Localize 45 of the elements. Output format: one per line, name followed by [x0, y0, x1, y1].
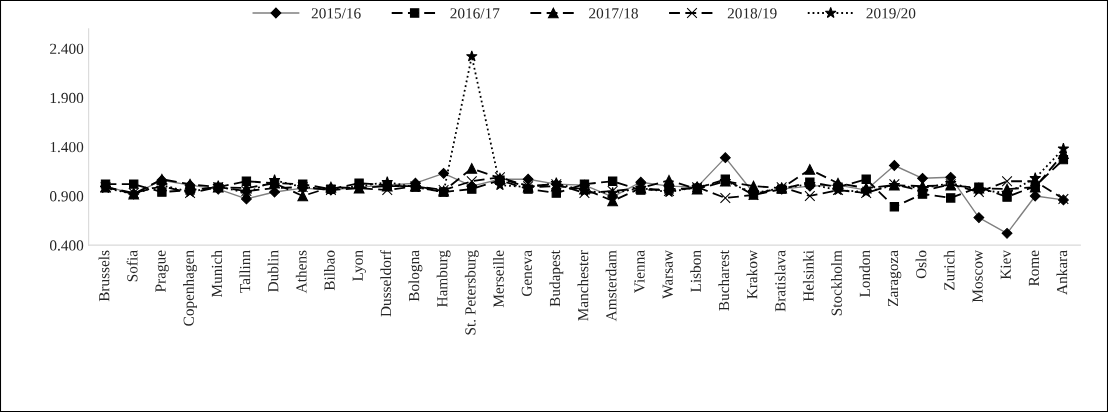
x-tick-label: Helsinki: [802, 250, 814, 302]
x-tick-label: Zurich: [943, 250, 955, 290]
legend-label: 2015/16: [311, 8, 361, 19]
x-tick-label: Manchester: [577, 250, 589, 321]
x-tick-label: Brussels: [98, 250, 110, 302]
x-tick-label: St. Petersburg: [464, 250, 479, 335]
x-tick-label: Bilbao: [323, 250, 335, 291]
legend-label: 2019/20: [866, 8, 916, 19]
x-tick-label: Dublin: [267, 250, 279, 292]
y-tick-label: 2.400: [50, 43, 84, 55]
x-tick-label: Bucharest: [718, 250, 730, 311]
x-tick-label: London: [859, 250, 871, 298]
x-tick-label: Athens: [295, 250, 307, 294]
legend-label: 2016/17: [450, 8, 500, 19]
x-tick-label: Stockholm: [831, 250, 842, 316]
x-tick-label: Budapest: [549, 250, 564, 307]
x-tick-label: Merseille: [493, 250, 504, 308]
x-tick-label: Tallinn: [239, 250, 251, 293]
y-tick-label: 0.900: [49, 191, 84, 202]
y-tick-label: 0.400: [49, 240, 84, 251]
x-tick-label: Oslo: [915, 250, 927, 279]
x-tick-label: Bratislava: [774, 250, 786, 312]
x-tick-label: Prague: [155, 250, 169, 292]
x-tick-label: Amsterdam: [605, 250, 617, 322]
x-tick-label: Ankara: [1056, 250, 1068, 295]
x-tick-label: Sofia: [126, 250, 138, 282]
legend-label: 2018/19: [727, 8, 777, 19]
x-tick-label: Bologna: [408, 250, 423, 302]
x-tick-label: Dusseldorf: [380, 250, 392, 317]
x-tick-label: Zaragoza: [887, 250, 902, 307]
x-tick-label: Vienna: [634, 250, 645, 294]
legend-label: 2017/18: [589, 8, 638, 19]
x-tick-label: Lisbon: [690, 250, 701, 292]
x-tick-label: Lyon: [352, 250, 367, 281]
x-tick-label: Warsaw: [662, 250, 673, 299]
x-tick-label: Munich: [211, 250, 223, 298]
x-tick-label: Moscow: [972, 250, 983, 303]
x-tick-label: Geneva: [521, 250, 532, 297]
x-tick-label: Rome: [1028, 250, 1040, 287]
x-tick-label: Hamburg: [436, 250, 451, 307]
x-tick-label: Kiev: [1000, 250, 1011, 280]
x-tick-label: Copenhagen: [183, 250, 198, 326]
y-tick-label: 1.900: [50, 92, 84, 104]
x-tick-label: Krakow: [746, 250, 758, 299]
y-tick-label: 1.400: [50, 141, 84, 153]
